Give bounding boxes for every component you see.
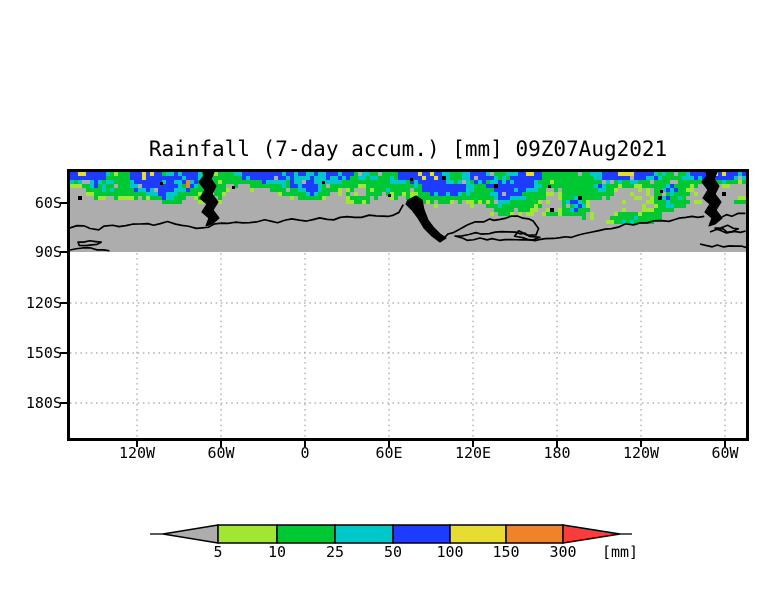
color-bar-unit-label: [mm] (601, 543, 639, 561)
y-axis-label: 150S (25, 344, 62, 362)
x-axis-tick (472, 441, 474, 447)
x-axis-label: 60E (375, 444, 403, 462)
color-bar-tick-label: 300 (549, 543, 577, 561)
color-bar-tick-label: 25 (325, 543, 345, 561)
color-bar-tick-label: 100 (436, 543, 464, 561)
y-axis-label: 180S (25, 394, 62, 412)
y-axis-tick (60, 352, 67, 354)
y-axis-tick (60, 251, 67, 253)
x-axis-tick (136, 441, 138, 447)
rainfall-field-canvas (70, 172, 746, 438)
y-axis-label: 90S (34, 243, 62, 261)
x-axis-label: 0 (300, 444, 310, 462)
x-axis-label: 60W (711, 444, 739, 462)
color-bar-segment (217, 524, 278, 544)
x-axis-label: 60W (207, 444, 235, 462)
x-axis-tick (724, 441, 726, 447)
color-bar-tick-label: 50 (383, 543, 403, 561)
color-bar-segment (505, 524, 564, 544)
color-bar-segment (276, 524, 336, 544)
color-bar-below-min-arrow (162, 524, 219, 544)
y-axis-tick (60, 402, 67, 404)
figure-title: Rainfall (7-day accum.) [mm] 09Z07Aug202… (148, 137, 668, 161)
map-frame (67, 169, 749, 441)
x-axis-label: 120E (454, 444, 492, 462)
color-bar-segment (449, 524, 507, 544)
y-axis-tick (60, 202, 67, 204)
x-axis-tick (304, 441, 306, 447)
color-bar-tick-label: 5 (213, 543, 223, 561)
color-bar (150, 524, 632, 544)
y-axis-label: 60S (34, 194, 62, 212)
x-axis-tick (556, 441, 558, 447)
color-bar-tick-label: 10 (267, 543, 287, 561)
color-bar-tick-label: 150 (492, 543, 520, 561)
x-axis-label: 180 (543, 444, 571, 462)
x-axis-tick (220, 441, 222, 447)
y-axis-label: 120S (25, 294, 62, 312)
x-axis-label: 120W (622, 444, 660, 462)
x-axis-tick (388, 441, 390, 447)
x-axis-label: 120W (118, 444, 156, 462)
color-bar-above-max-arrow (562, 524, 621, 544)
color-bar-segment (334, 524, 394, 544)
color-bar-segment (392, 524, 451, 544)
x-axis-tick (640, 441, 642, 447)
y-axis-tick (60, 302, 67, 304)
